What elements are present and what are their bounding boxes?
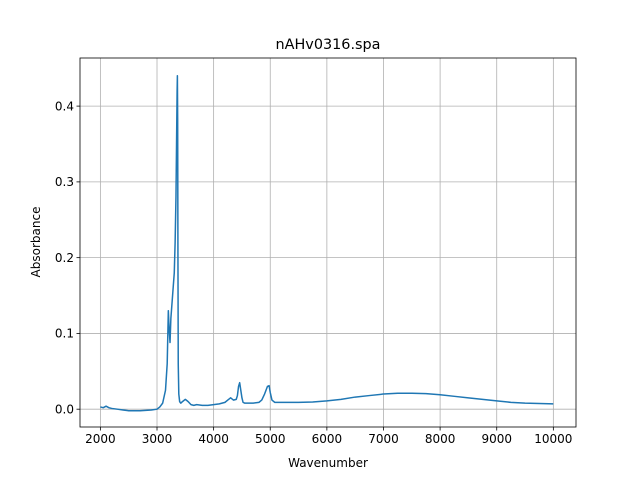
y-tick-label: 0.2: [55, 251, 74, 265]
plot-data-layer: [100, 75, 554, 412]
series-line: [100, 75, 554, 412]
x-axis-label: Wavenumber: [288, 456, 368, 470]
x-tick-label: 5000: [255, 432, 286, 446]
y-tick-label: 0.1: [55, 327, 74, 341]
x-tick-label: 10000: [534, 432, 572, 446]
x-tick-label: 8000: [425, 432, 456, 446]
x-tick-label: 4000: [198, 432, 229, 446]
x-axis: 2000 3000 4000 5000 6000 7000 8000 9000 10000: [85, 427, 572, 446]
y-tick-label: 0.0: [55, 402, 74, 416]
y-axis: 0.0 0.1 0.2 0.3 0.4: [55, 99, 80, 416]
x-tick-label: 9000: [481, 432, 512, 446]
x-tick-label: 3000: [142, 432, 173, 446]
x-tick-label: 6000: [312, 432, 343, 446]
x-tick-label: 7000: [368, 432, 399, 446]
plot-area-frame: [79, 57, 577, 428]
y-axis-label: Absorbance: [29, 207, 43, 278]
y-tick-label: 0.3: [55, 175, 74, 189]
y-tick-label: 0.4: [55, 99, 74, 113]
chart-title: nAHv0316.spa: [276, 37, 381, 53]
x-tick-label: 2000: [85, 432, 116, 446]
grid: [80, 58, 576, 427]
